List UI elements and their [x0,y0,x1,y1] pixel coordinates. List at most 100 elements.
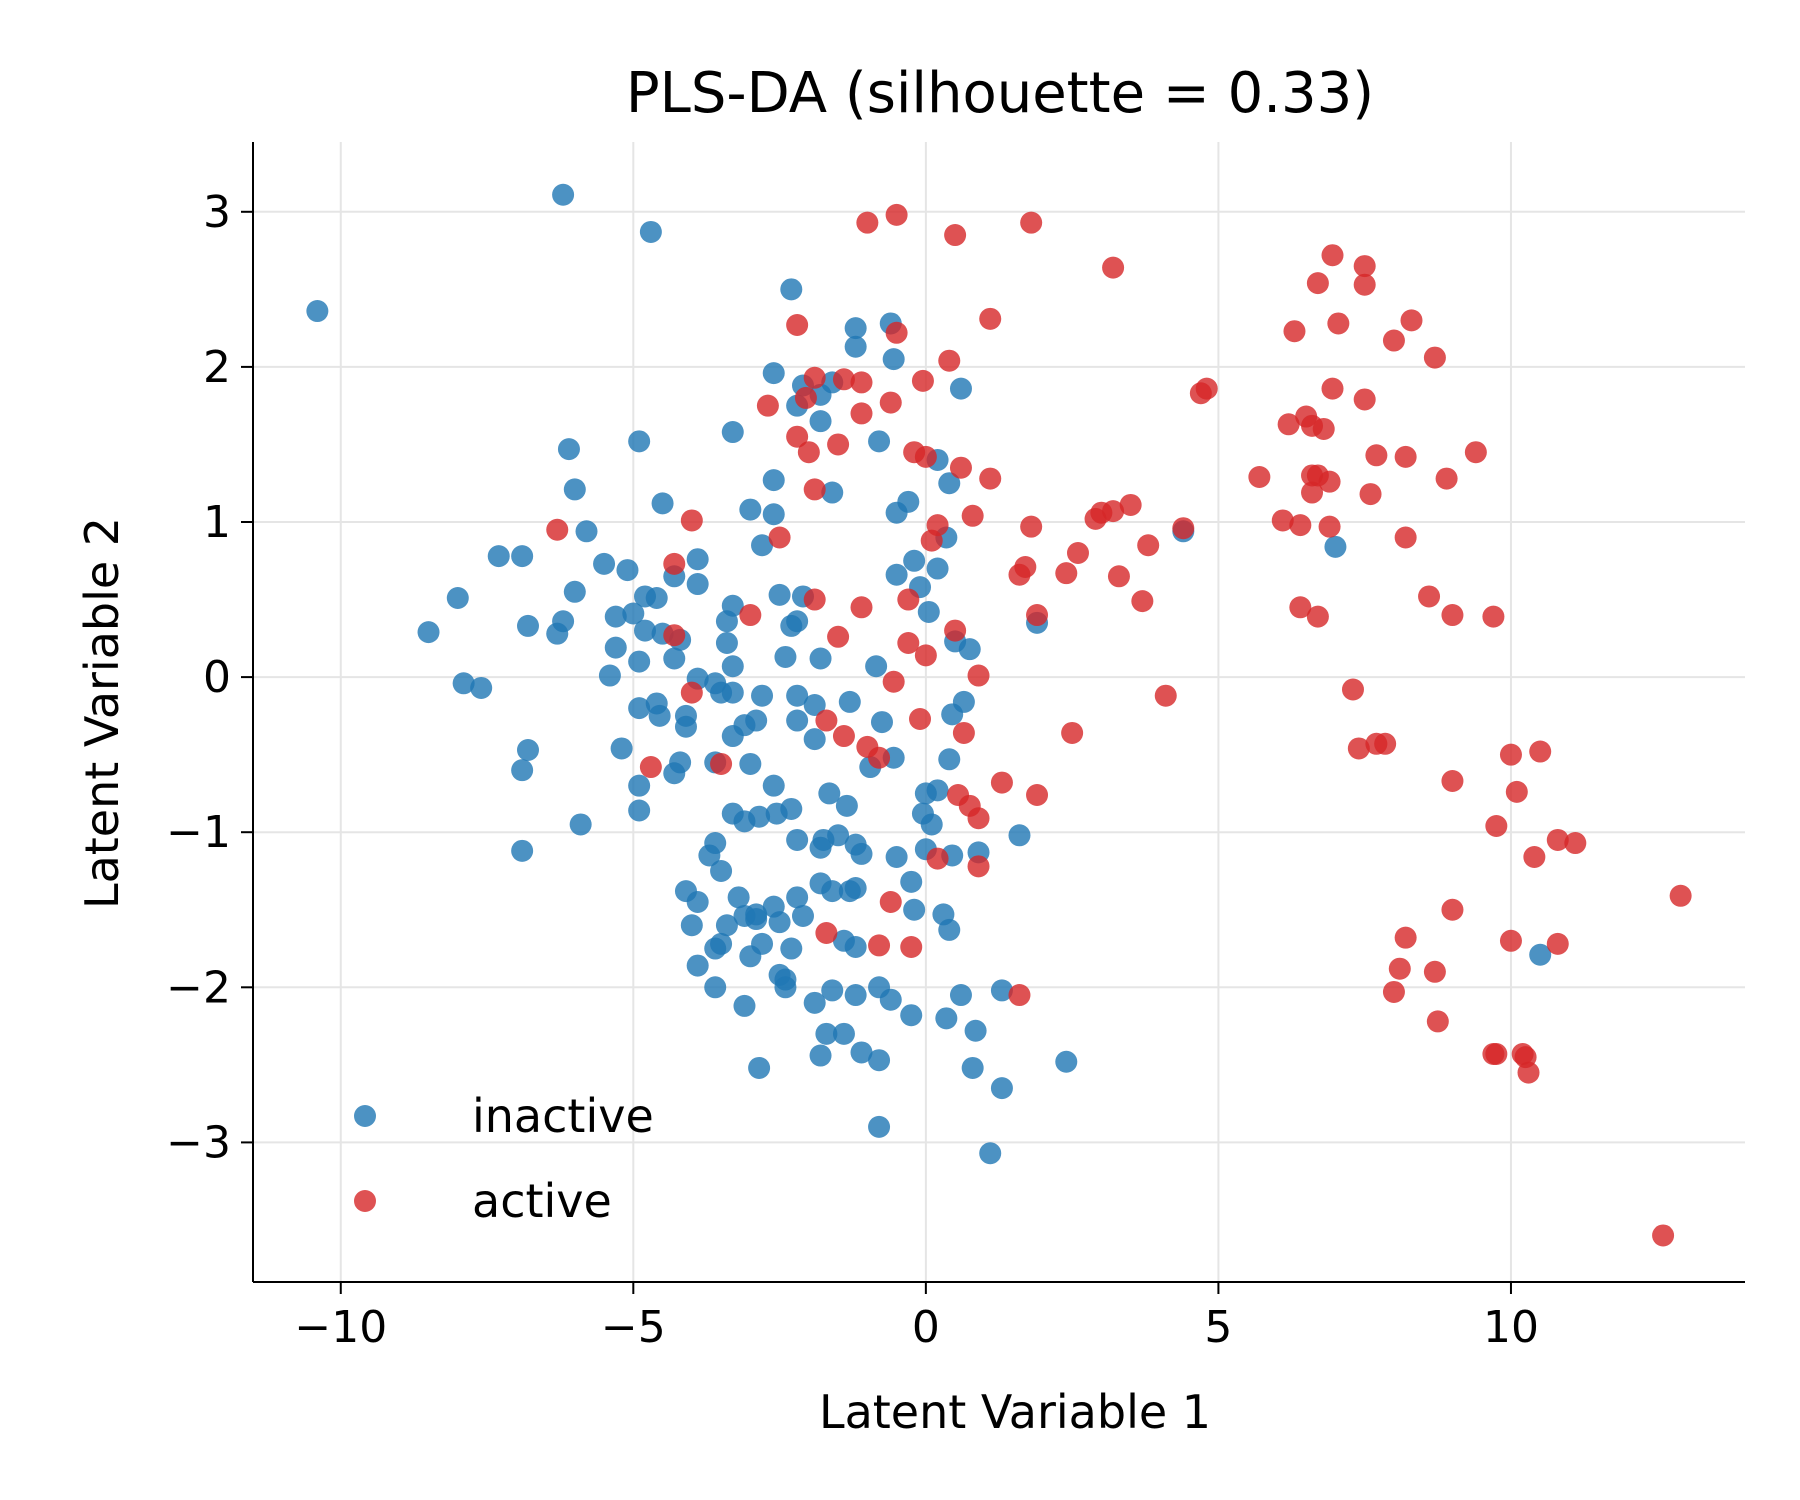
x-tick-label: −10 [294,1302,387,1353]
point-inactive [733,904,756,927]
point-active [1318,515,1341,538]
point-inactive [803,991,826,1014]
point-inactive [563,580,586,603]
point-inactive [762,503,785,526]
point-active [961,504,984,527]
point-active [1289,514,1312,537]
point-active [1546,932,1569,955]
point-inactive [616,559,639,582]
x-tick-label: 5 [1204,1302,1232,1353]
point-inactive [938,748,961,771]
point-inactive [821,481,844,504]
point-inactive [739,752,762,775]
point-inactive [780,278,803,301]
point-active [938,349,961,372]
point-active [663,552,686,575]
point-active [1277,413,1300,436]
point-inactive [417,621,440,644]
point-active [1119,493,1142,516]
point-inactive [516,739,539,761]
point-inactive [903,549,926,572]
point-inactive [1529,943,1552,966]
point-inactive [639,220,662,243]
point-inactive [917,600,940,623]
point-active [827,433,850,456]
point-active [967,855,990,878]
point-inactive [575,520,598,543]
y-tick-label: 3 [203,187,231,238]
point-active [967,807,990,830]
point-inactive [733,994,756,1017]
point-active [1301,481,1324,504]
point-inactive [838,690,861,713]
point-inactive [487,545,510,568]
point-active [1652,1224,1675,1247]
point-active [1055,562,1078,585]
point-active [1499,743,1522,766]
point-inactive [552,610,575,633]
point-active [1102,500,1125,523]
point-inactive [879,988,902,1011]
point-inactive [748,1056,771,1079]
point-active [967,664,990,687]
point-inactive [952,690,975,713]
point-active [1529,740,1552,763]
point-active [803,588,826,611]
point-inactive [593,552,616,575]
point-inactive [870,711,893,734]
point-active [897,631,920,654]
point-active [1669,884,1692,907]
point-active [1423,960,1446,983]
point-inactive [786,709,809,732]
point-inactive [604,636,627,659]
point-inactive [563,478,586,501]
point-inactive [710,932,733,955]
point-active [911,369,934,392]
point-active [1318,470,1341,493]
point-inactive [598,664,621,687]
y-axis-label: Latent Variable 2 [75,517,129,909]
point-active [1441,898,1464,921]
point-active [1564,832,1587,855]
point-inactive [739,498,762,521]
point-inactive [865,655,888,678]
point-inactive [844,935,867,958]
point-inactive [686,954,709,977]
y-tick-label: −2 [166,962,231,1013]
point-inactive [610,737,633,760]
point-active [850,402,873,425]
legend-label-inactive: inactive [472,1089,654,1143]
point-active [944,224,967,247]
point-inactive [511,759,534,782]
point-active [1283,320,1306,343]
point-active [856,211,879,234]
point-inactive [844,317,867,340]
point-inactive [721,421,744,444]
point-inactive [949,377,972,400]
point-active [1353,388,1376,411]
point-inactive [964,1019,987,1042]
point-active [1195,377,1218,400]
point-inactive [818,782,841,805]
point-inactive [1055,1050,1078,1073]
point-inactive [926,557,949,580]
point-active [1014,555,1037,578]
point-inactive [803,694,826,717]
point-active [1020,211,1043,234]
point-active [1441,770,1464,793]
point-active [1388,957,1411,980]
point-inactive [958,638,981,661]
point-active [663,624,686,647]
point-active [1248,466,1271,489]
point-inactive [511,545,534,568]
point-active [1482,605,1505,628]
point-active [832,725,855,748]
point-inactive [511,839,534,862]
point-inactive [733,714,756,737]
point-inactive [663,762,686,785]
point-active [1271,509,1294,532]
point-active [786,314,809,337]
point-inactive [935,1007,958,1030]
point-inactive [809,410,832,433]
point-active [1306,605,1329,628]
